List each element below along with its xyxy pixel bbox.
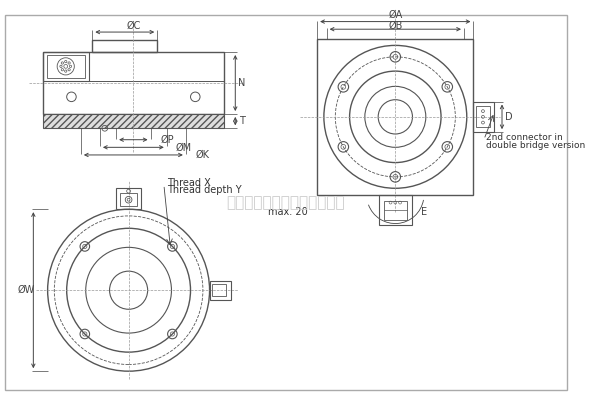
Text: ØB: ØB [388, 20, 403, 30]
Text: ØP: ØP [161, 135, 175, 145]
Text: E: E [421, 207, 427, 217]
Text: ØM: ØM [176, 142, 192, 152]
Text: ØC: ØC [126, 20, 140, 30]
Text: ØW: ØW [17, 285, 34, 295]
Bar [116, 188, 141, 209]
Bar [43, 52, 89, 81]
Bar [384, 201, 407, 220]
Bar [43, 52, 224, 114]
Text: Thread X: Thread X [167, 178, 211, 187]
Text: N: N [238, 78, 245, 88]
Text: T: T [239, 116, 245, 126]
Bar [473, 101, 494, 132]
Bar [120, 193, 137, 206]
Bar [47, 55, 85, 78]
Bar [209, 281, 230, 300]
Text: max. 20: max. 20 [268, 207, 308, 217]
Text: double bridge version: double bridge version [486, 141, 585, 150]
Bar [476, 106, 490, 127]
Text: 2nd connector in: 2nd connector in [486, 133, 563, 142]
Text: ØK: ØK [196, 150, 210, 160]
Bar [379, 195, 412, 225]
Text: Thread depth Y: Thread depth Y [167, 185, 241, 195]
Text: ØA: ØA [388, 10, 403, 20]
Bar [92, 40, 157, 52]
Text: 广州众鑫自动化科技有限公司: 广州众鑫自动化科技有限公司 [226, 195, 345, 210]
Bar [317, 39, 473, 195]
Text: D: D [505, 112, 512, 122]
Bar [212, 284, 226, 296]
Bar [43, 114, 224, 128]
